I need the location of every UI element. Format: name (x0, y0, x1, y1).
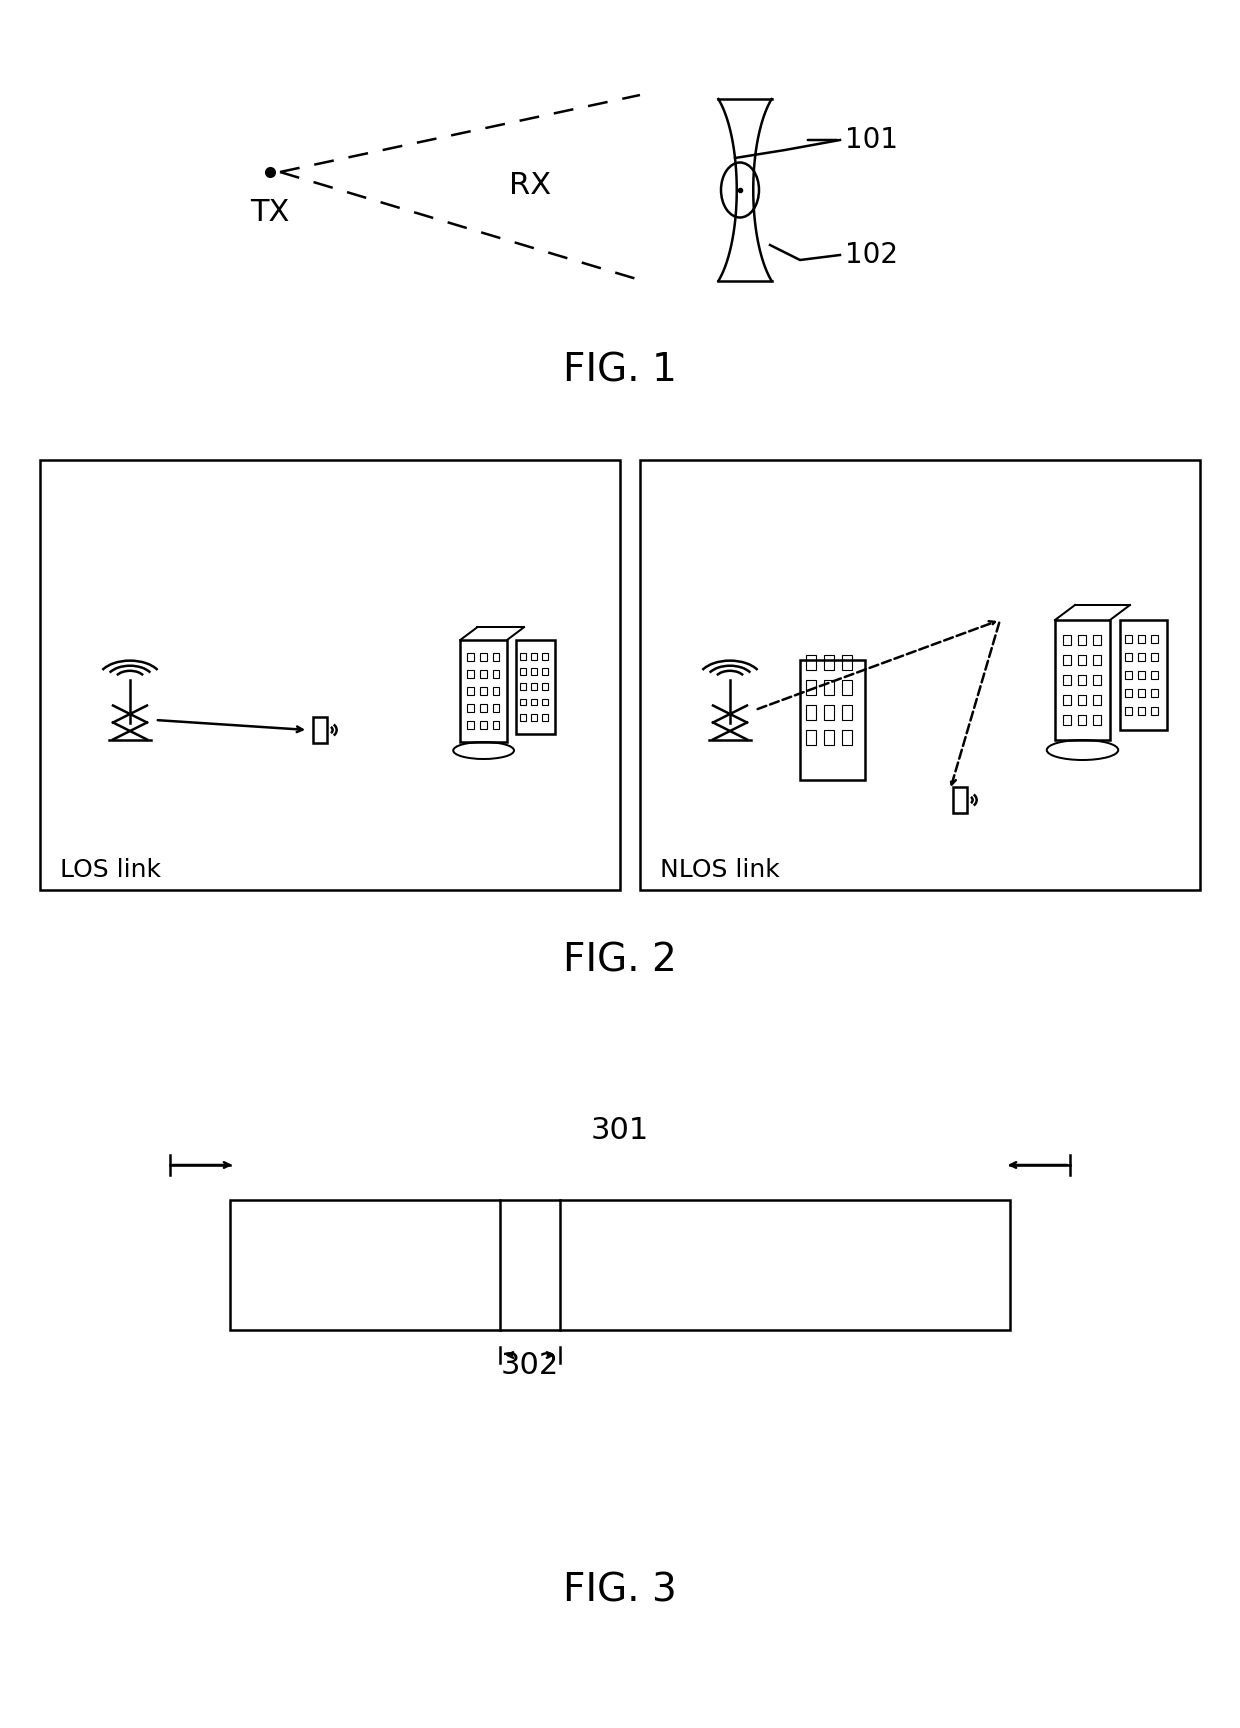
Bar (842, 681, 852, 695)
Bar (806, 729, 816, 745)
Bar (40, 460, 620, 890)
Bar (542, 698, 548, 705)
Bar (531, 683, 537, 689)
Text: RX: RX (508, 171, 551, 199)
Text: 302: 302 (501, 1351, 559, 1381)
Bar (1063, 715, 1071, 726)
Bar (467, 721, 474, 729)
Bar (520, 683, 526, 689)
Bar (825, 705, 835, 721)
Bar (1092, 715, 1101, 726)
Bar (1092, 655, 1101, 665)
Bar (492, 721, 500, 729)
Text: NLOS link: NLOS link (660, 859, 780, 881)
Bar (480, 686, 486, 695)
Bar (1078, 695, 1086, 705)
Bar (842, 705, 852, 721)
Bar (1092, 634, 1101, 645)
Bar (312, 717, 327, 743)
Bar (1151, 689, 1158, 696)
Bar (1151, 653, 1158, 662)
Text: TX: TX (250, 199, 290, 226)
Bar (825, 729, 835, 745)
Text: LOS link: LOS link (60, 859, 161, 881)
Bar (1120, 620, 1167, 729)
Bar (1138, 653, 1145, 662)
Bar (952, 788, 967, 812)
Bar (1138, 689, 1145, 696)
Text: 101: 101 (844, 126, 898, 154)
Bar (806, 705, 816, 721)
Bar (1092, 695, 1101, 705)
Bar (542, 683, 548, 689)
Bar (825, 681, 835, 695)
Text: FIG. 3: FIG. 3 (563, 1571, 677, 1609)
Bar (492, 686, 500, 695)
Bar (800, 660, 866, 779)
Bar (542, 669, 548, 676)
Bar (520, 653, 526, 660)
Bar (842, 729, 852, 745)
Bar (806, 681, 816, 695)
Bar (492, 653, 500, 662)
Bar (1125, 707, 1132, 715)
Bar (1063, 634, 1071, 645)
Bar (1151, 707, 1158, 715)
Bar (531, 698, 537, 705)
Bar (542, 653, 548, 660)
Bar (1078, 715, 1086, 726)
Bar (1063, 655, 1071, 665)
Bar (1125, 653, 1132, 662)
Bar (492, 703, 500, 712)
Bar (531, 669, 537, 676)
Text: 102: 102 (844, 240, 898, 270)
Bar (480, 721, 486, 729)
Bar (480, 703, 486, 712)
Bar (1063, 695, 1071, 705)
Bar (1125, 670, 1132, 679)
Bar (1138, 707, 1145, 715)
Bar (1138, 670, 1145, 679)
Bar (1092, 676, 1101, 684)
Text: 301: 301 (591, 1116, 649, 1146)
Bar (1055, 620, 1110, 740)
Bar (520, 714, 526, 721)
Bar (480, 653, 486, 662)
Bar (520, 698, 526, 705)
Bar (1078, 634, 1086, 645)
Bar (842, 655, 852, 670)
Bar (467, 670, 474, 679)
Bar (806, 655, 816, 670)
Bar (1125, 689, 1132, 696)
Bar (467, 653, 474, 662)
Bar (542, 714, 548, 721)
Bar (492, 670, 500, 679)
Text: FIG. 1: FIG. 1 (563, 351, 677, 389)
Bar (1125, 634, 1132, 643)
Bar (480, 670, 486, 679)
Bar (520, 669, 526, 676)
Bar (531, 714, 537, 721)
Bar (1138, 634, 1145, 643)
Bar (467, 703, 474, 712)
Bar (1151, 634, 1158, 643)
Bar (825, 655, 835, 670)
Bar (1063, 676, 1071, 684)
Bar (1078, 655, 1086, 665)
Bar (1151, 670, 1158, 679)
Text: FIG. 2: FIG. 2 (563, 942, 677, 980)
Bar (467, 686, 474, 695)
Bar (516, 639, 556, 733)
Bar (229, 1199, 1011, 1331)
Bar (460, 639, 507, 741)
Bar (1078, 676, 1086, 684)
Bar (640, 460, 1200, 890)
Bar (531, 653, 537, 660)
